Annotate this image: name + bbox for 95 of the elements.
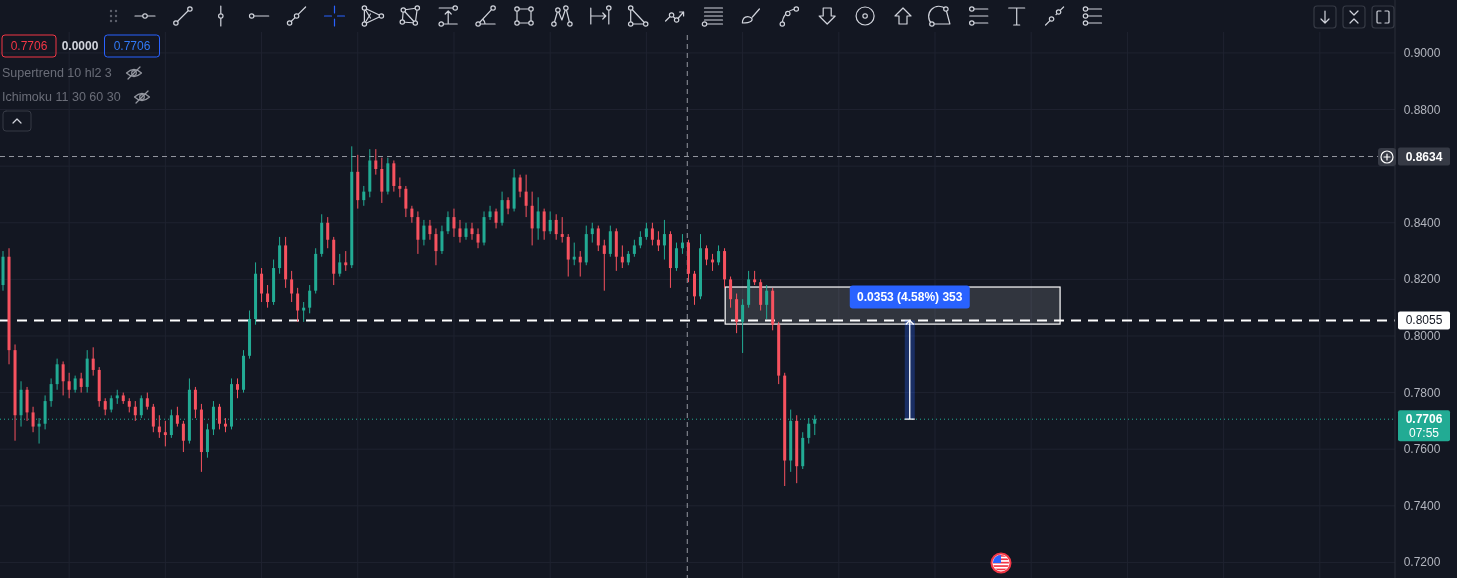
candlestick bbox=[536, 196, 540, 241]
ref-line-label: 0.8055 bbox=[1405, 313, 1443, 328]
y-tick-label: 0.8800 bbox=[1403, 102, 1441, 117]
candlestick bbox=[440, 225, 444, 255]
annotation: 0.7706 bbox=[113, 39, 151, 53]
candlestick bbox=[494, 208, 498, 229]
candlestick bbox=[205, 423, 209, 459]
y-tick-label: 0.7200 bbox=[1403, 555, 1441, 570]
candlestick bbox=[278, 236, 282, 275]
candlestick bbox=[236, 377, 240, 399]
candlestick bbox=[524, 174, 528, 218]
candlestick bbox=[133, 400, 137, 422]
candlestick bbox=[151, 403, 155, 433]
candlestick bbox=[175, 406, 179, 428]
text: 07:55 bbox=[1408, 426, 1440, 441]
annotation: Supertrend 10 hl2 3 bbox=[2, 66, 112, 80]
candlestick bbox=[729, 276, 733, 309]
candlestick bbox=[542, 208, 546, 241]
candlestick bbox=[470, 222, 474, 241]
candlestick bbox=[410, 205, 414, 224]
candlestick bbox=[338, 253, 342, 278]
candlestick bbox=[464, 222, 468, 241]
candlestick bbox=[446, 210, 450, 235]
candlestick bbox=[692, 270, 696, 306]
candlestick bbox=[452, 208, 456, 238]
candlestick bbox=[193, 386, 197, 419]
candlestick bbox=[590, 222, 594, 244]
y-tick-label: 0.7600 bbox=[1403, 442, 1441, 457]
candlestick bbox=[674, 242, 678, 272]
candlestick bbox=[650, 222, 654, 246]
y-tick-label: 0.8000 bbox=[1403, 328, 1441, 343]
candlestick bbox=[662, 219, 666, 261]
candlestick bbox=[458, 219, 462, 244]
candlestick bbox=[404, 185, 408, 218]
candlestick bbox=[428, 219, 432, 241]
candlestick bbox=[392, 159, 396, 193]
candlestick bbox=[759, 278, 763, 312]
candlestick bbox=[476, 227, 480, 249]
candlestick bbox=[548, 210, 552, 235]
candlestick bbox=[25, 386, 29, 422]
candlestick bbox=[572, 242, 576, 266]
candlestick bbox=[79, 372, 83, 394]
candlestick bbox=[326, 216, 330, 249]
annotation: Ichimoku 11 30 60 30 bbox=[2, 90, 121, 104]
candlestick bbox=[434, 227, 438, 266]
ref-line-label: 0.7706 bbox=[1405, 412, 1443, 427]
candlestick bbox=[398, 176, 402, 198]
annotation: 0.7706 bbox=[10, 39, 48, 53]
candlestick bbox=[735, 293, 739, 334]
candlestick bbox=[566, 233, 570, 278]
candlestick bbox=[717, 244, 721, 266]
candlestick bbox=[296, 287, 300, 323]
y-tick-label: 0.8400 bbox=[1403, 215, 1441, 230]
candlestick bbox=[308, 284, 312, 314]
candlestick bbox=[260, 267, 264, 303]
candlestick bbox=[560, 216, 564, 244]
y-tick-label: 0.9000 bbox=[1403, 45, 1441, 60]
candlestick bbox=[344, 250, 348, 272]
candlestick bbox=[518, 174, 522, 198]
annotation: 0.0000 bbox=[61, 39, 99, 53]
candlestick bbox=[49, 377, 53, 408]
candlestick bbox=[67, 372, 71, 399]
candlestick bbox=[608, 225, 612, 258]
candlestick bbox=[488, 205, 492, 221]
candlestick bbox=[500, 191, 504, 227]
candlestick bbox=[181, 420, 185, 453]
candlestick bbox=[380, 157, 384, 204]
candlestick bbox=[290, 270, 294, 303]
candlestick bbox=[55, 358, 59, 391]
y-tick-label: 0.8200 bbox=[1403, 272, 1441, 287]
candlestick bbox=[302, 301, 306, 323]
candlestick bbox=[807, 417, 811, 445]
candlestick bbox=[362, 185, 366, 207]
candlestick bbox=[91, 346, 95, 377]
candlestick bbox=[416, 210, 420, 255]
annotation: 0.0353 (4.58%) 353 bbox=[857, 289, 963, 304]
candlestick bbox=[61, 360, 65, 396]
candlestick bbox=[506, 196, 510, 215]
candlestick bbox=[554, 213, 558, 241]
candlestick bbox=[163, 420, 167, 447]
y-tick-label: 0.7400 bbox=[1403, 498, 1441, 513]
candlestick bbox=[705, 244, 709, 266]
candlestick bbox=[741, 298, 745, 354]
candlestick bbox=[765, 284, 769, 320]
candlestick bbox=[217, 403, 221, 430]
candlestick bbox=[374, 148, 378, 176]
candlestick bbox=[422, 219, 426, 246]
candlestick bbox=[139, 394, 143, 419]
candlestick bbox=[530, 191, 534, 246]
ref-line-label: 0.8634 bbox=[1405, 149, 1443, 164]
y-tick-label: 0.7800 bbox=[1403, 385, 1441, 400]
candlestick bbox=[602, 239, 606, 292]
candlestick bbox=[266, 284, 270, 309]
candlestick bbox=[31, 406, 35, 433]
candlestick bbox=[596, 225, 600, 252]
